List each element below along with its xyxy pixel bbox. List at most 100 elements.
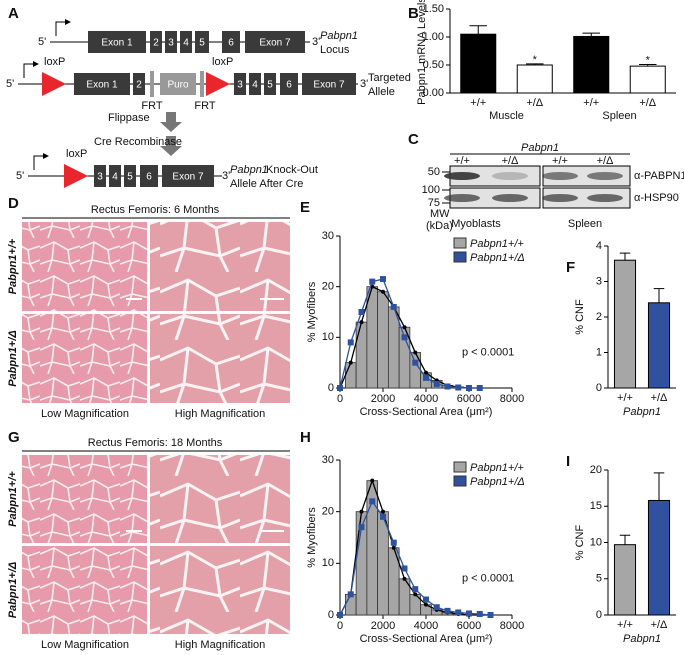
histogram-bar bbox=[344, 593, 357, 616]
exon bbox=[94, 165, 106, 187]
legend-label: Pabpn1+/+ bbox=[470, 238, 524, 250]
point bbox=[359, 320, 364, 325]
panel-label: B bbox=[408, 5, 419, 22]
label: 6 bbox=[228, 38, 234, 49]
y-tick-label: 4 bbox=[596, 240, 602, 252]
panel-label: F bbox=[566, 259, 575, 276]
y-tick-label: 20 bbox=[590, 464, 602, 476]
point bbox=[401, 334, 408, 341]
point bbox=[402, 576, 407, 581]
exon bbox=[302, 73, 356, 95]
process-arrow bbox=[160, 136, 182, 156]
label: 3 bbox=[97, 172, 103, 183]
x-axis-title: Cross-Sectional Area (μm²) bbox=[360, 406, 493, 418]
label: Locus bbox=[320, 44, 350, 56]
y-tick-label: 30 bbox=[322, 454, 334, 466]
point bbox=[381, 289, 385, 294]
x-tick-label: +/Δ bbox=[651, 619, 668, 631]
y-tick-label: 10 bbox=[322, 331, 334, 343]
label: 6 bbox=[146, 172, 152, 183]
exon bbox=[222, 31, 240, 53]
loxp-site bbox=[64, 164, 88, 188]
panel-label: G bbox=[8, 429, 20, 446]
y-tick-label: 3 bbox=[596, 275, 602, 287]
micrograph-high bbox=[150, 455, 290, 543]
label: Spleen bbox=[568, 218, 602, 230]
legend-swatch bbox=[453, 237, 467, 249]
bar bbox=[613, 544, 637, 616]
bar bbox=[647, 302, 671, 389]
promoter-arrow bbox=[33, 153, 49, 170]
y-tick-label: 0.00 bbox=[423, 87, 444, 99]
label: α-PABPN1 bbox=[634, 170, 684, 182]
label: 5' bbox=[6, 78, 14, 90]
label: High Magnification bbox=[175, 639, 266, 651]
x-tick-label: +/+ bbox=[583, 97, 599, 109]
y-tick-label: 10 bbox=[322, 557, 334, 569]
y-tick-label: 1.00 bbox=[423, 31, 444, 43]
label: 4 bbox=[252, 80, 258, 91]
exon bbox=[280, 73, 298, 95]
axis-title: Pabpn1+/+ bbox=[7, 471, 19, 527]
axis-title: % CNF bbox=[574, 525, 586, 561]
y-tick-label: 20 bbox=[322, 281, 334, 293]
panel-label: C bbox=[408, 131, 419, 148]
point bbox=[369, 498, 376, 505]
label: 5 bbox=[199, 38, 205, 49]
label: 2 bbox=[136, 80, 142, 91]
x-tick-label: +/+ bbox=[617, 392, 633, 404]
label: Knock-Out bbox=[266, 164, 318, 176]
point bbox=[380, 276, 386, 283]
label: 3 bbox=[237, 80, 243, 91]
label: Low Magnification bbox=[41, 639, 129, 651]
label: 50 bbox=[428, 166, 440, 178]
exon bbox=[264, 73, 276, 95]
significance: * bbox=[533, 54, 538, 66]
point bbox=[358, 524, 365, 531]
x-axis-title: Cross-Sectional Area (μm²) bbox=[360, 633, 493, 645]
label: FRT bbox=[194, 100, 215, 112]
x-tick-label: 2000 bbox=[371, 620, 395, 632]
point bbox=[455, 609, 462, 616]
point bbox=[444, 607, 451, 614]
exon bbox=[140, 165, 158, 187]
label: loxP bbox=[212, 56, 233, 68]
x-tick-label: 6000 bbox=[457, 393, 481, 405]
x-tick-label: +/+ bbox=[617, 619, 633, 631]
bar bbox=[460, 33, 497, 94]
label: Rectus Femoris: 6 Months bbox=[91, 204, 220, 216]
exon bbox=[162, 165, 214, 187]
point bbox=[466, 610, 472, 617]
label: Flippase bbox=[108, 112, 150, 124]
point bbox=[370, 478, 375, 483]
point bbox=[380, 513, 386, 520]
band bbox=[542, 172, 578, 180]
label: 3 bbox=[168, 38, 174, 49]
frt bbox=[200, 71, 204, 97]
y-tick-label: 0 bbox=[328, 382, 334, 394]
point bbox=[401, 565, 408, 572]
legend-swatch bbox=[453, 251, 467, 263]
label: Allele After Cre bbox=[230, 178, 303, 190]
point bbox=[444, 383, 451, 390]
y-tick-label: 2 bbox=[596, 311, 602, 323]
exon bbox=[74, 73, 130, 95]
label: loxP bbox=[44, 56, 65, 68]
axis-title: Pabpn1+/+ bbox=[7, 238, 19, 294]
band bbox=[444, 194, 480, 202]
point bbox=[337, 385, 343, 391]
label: 5 bbox=[127, 172, 133, 183]
x-tick-label: 2000 bbox=[371, 393, 395, 405]
bar bbox=[629, 65, 666, 94]
process-arrow bbox=[160, 112, 182, 132]
point bbox=[413, 350, 418, 355]
x-tick-label: 6000 bbox=[457, 620, 481, 632]
x-tick-label: 4000 bbox=[414, 620, 438, 632]
y-tick-label: 10 bbox=[590, 536, 602, 548]
label: Exon 7 bbox=[172, 172, 204, 183]
point bbox=[337, 612, 343, 618]
point bbox=[348, 360, 353, 365]
point bbox=[413, 592, 418, 597]
y-tick-label: 30 bbox=[322, 230, 334, 242]
x-tick-label: +/Δ bbox=[651, 392, 668, 404]
